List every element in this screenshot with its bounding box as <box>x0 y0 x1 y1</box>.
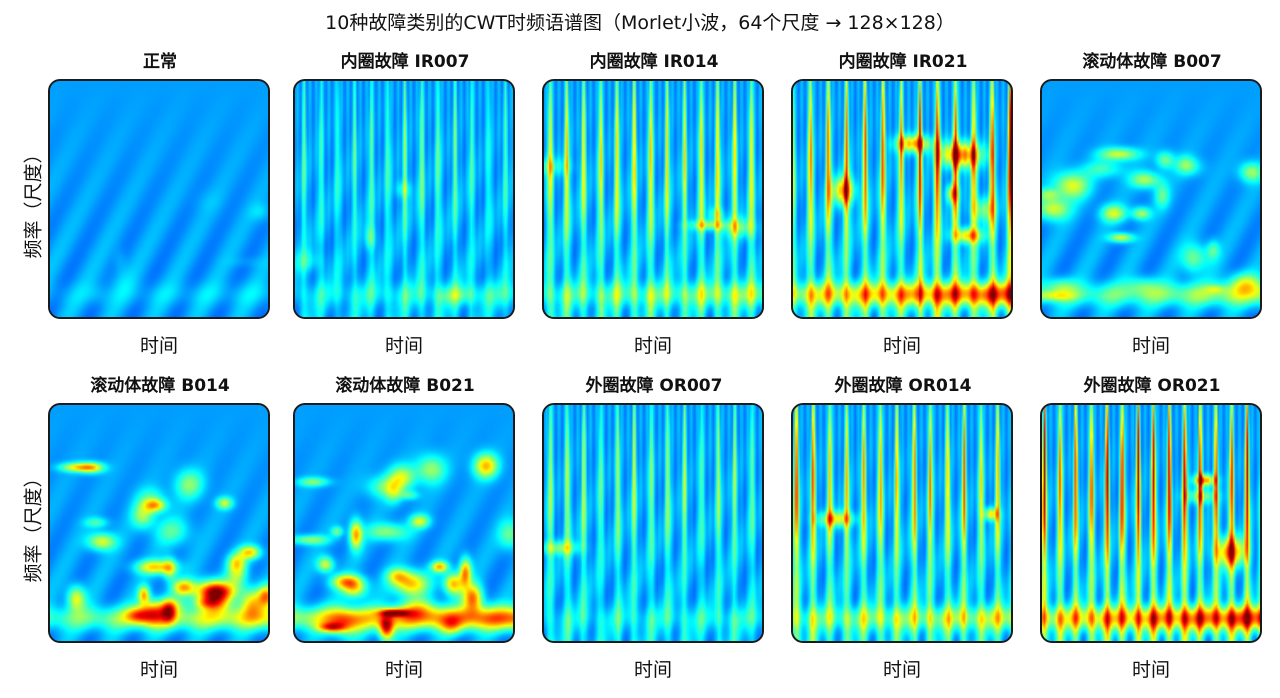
panel-title: 滚动体故障 B014 <box>90 376 230 396</box>
spectrogram-image <box>791 79 1013 319</box>
x-axis-label: 时间 <box>139 659 178 681</box>
figure-title: 10种故障类别的CWT时频语谱图（Morlet小波，64个尺度 → 128×12… <box>325 12 955 34</box>
spectrogram-canvas <box>50 81 268 317</box>
panel-title: 外圈故障 OR014 <box>834 376 972 396</box>
x-axis-label: 时间 <box>1131 659 1170 681</box>
panel-title: 内圈故障 IR021 <box>838 52 968 72</box>
spectrogram-image <box>791 403 1013 643</box>
x-axis-label: 时间 <box>384 335 423 357</box>
x-axis-label: 时间 <box>633 335 672 357</box>
x-axis-label: 时间 <box>139 335 178 357</box>
panel-title: 滚动体故障 B007 <box>1082 52 1222 72</box>
spectrogram-canvas <box>544 81 762 317</box>
panel-title: 正常 <box>143 52 177 72</box>
spectrogram-canvas <box>793 405 1011 641</box>
spectrogram-image <box>293 79 515 319</box>
x-axis-label: 时间 <box>882 335 921 357</box>
spectrogram-canvas <box>1042 405 1260 641</box>
spectrogram-image <box>1040 79 1262 319</box>
y-axis-label-row-2: 频率（尺度） <box>22 468 45 583</box>
spectrogram-image <box>1040 403 1262 643</box>
spectrogram-image <box>542 79 764 319</box>
panel-title: 内圈故障 IR014 <box>589 52 719 72</box>
spectrogram-image <box>542 403 764 643</box>
spectrogram-canvas <box>295 405 513 641</box>
spectrogram-image <box>48 403 270 643</box>
spectrogram-canvas <box>50 405 268 641</box>
panel-title: 内圈故障 IR007 <box>340 52 470 72</box>
panel-title: 外圈故障 OR021 <box>1083 376 1221 396</box>
spectrogram-canvas <box>1042 81 1260 317</box>
x-axis-label: 时间 <box>882 659 921 681</box>
spectrogram-canvas <box>793 81 1011 317</box>
panel-title: 滚动体故障 B021 <box>335 376 475 396</box>
panel-title: 外圈故障 OR007 <box>585 376 723 396</box>
x-axis-label: 时间 <box>1131 335 1170 357</box>
x-axis-label: 时间 <box>384 659 423 681</box>
spectrogram-image <box>293 403 515 643</box>
y-axis-label-row-1: 频率（尺度） <box>22 144 45 259</box>
spectrogram-canvas <box>544 405 762 641</box>
spectrogram-image <box>48 79 270 319</box>
x-axis-label: 时间 <box>633 659 672 681</box>
spectrogram-canvas <box>295 81 513 317</box>
